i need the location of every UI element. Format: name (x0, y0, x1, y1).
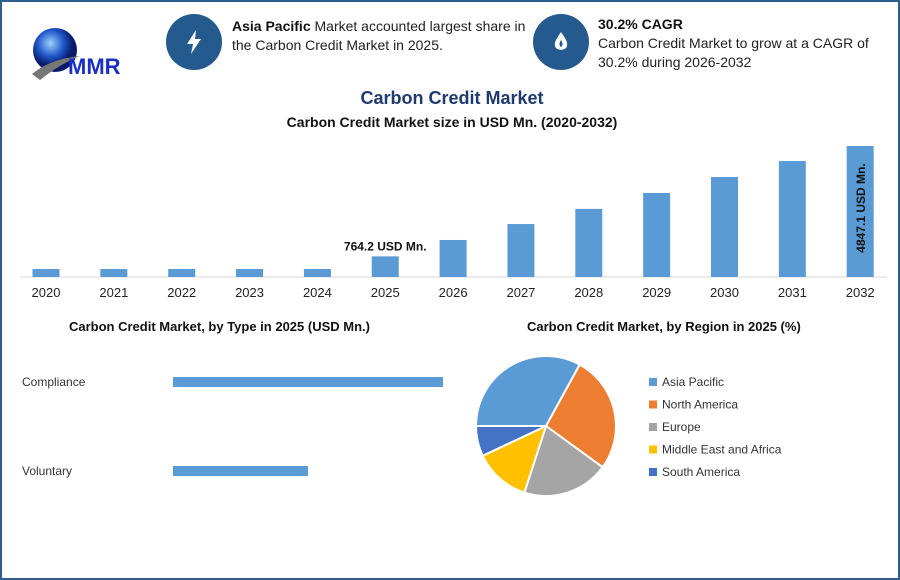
x-tick-label: 2028 (574, 285, 603, 300)
legend-swatch (649, 468, 657, 476)
legend-label: Asia Pacific (662, 375, 724, 389)
legend-label: North America (662, 398, 738, 412)
x-tick-label: 2027 (506, 285, 535, 300)
pie-slice-asia-pacific (474, 355, 582, 427)
x-tick-label: 2020 (32, 285, 61, 300)
bar-2026 (439, 239, 467, 277)
x-tick-label: 2025 (371, 285, 400, 300)
category-label: Voluntary (22, 464, 72, 478)
bar-2024 (303, 269, 331, 277)
data-label: 764.2 USD Mn. (344, 239, 427, 253)
region-pie-chart: Asia Pacific North America Europe Middle Ea… (474, 355, 782, 497)
type-bar-chart: Compliance Voluntary (22, 375, 443, 478)
bar-2029 (643, 192, 671, 277)
highlight-cagr: 30.2% CAGR Carbon Credit Market to grow a… (598, 16, 869, 70)
bar-2032 (846, 146, 874, 277)
bar-2031 (778, 161, 806, 277)
chart-title: Carbon Credit Market (360, 88, 544, 108)
bar-2022 (168, 269, 196, 277)
x-tick-label: 2029 (642, 285, 671, 300)
bar-2023 (236, 269, 264, 277)
x-tick-label: 2023 (235, 285, 264, 300)
legend-swatch (649, 400, 657, 409)
highlight-region: Asia Pacific Market accounted largest sh… (232, 18, 526, 53)
pie-slice-europe (523, 424, 605, 497)
x-tick-label: 2022 (167, 285, 196, 300)
bar-2021 (100, 269, 128, 277)
bar-voluntary (173, 466, 308, 476)
bar-2025 (371, 256, 399, 277)
x-tick-label: 2024 (303, 285, 332, 300)
bar-2027 (507, 224, 535, 277)
mmr-logo: MMR (30, 24, 140, 84)
bar-2028 (575, 208, 603, 277)
svg-text:MMR: MMR (68, 54, 121, 79)
x-tick-label: 2030 (710, 285, 739, 300)
pie-slice-north-america (544, 363, 617, 469)
legend-label: South America (662, 465, 740, 479)
legend-swatch (649, 445, 657, 454)
region-chart-title: Carbon Credit Market, by Region in 2025 … (527, 319, 801, 334)
x-tick-label: 2026 (439, 285, 468, 300)
chart-subtitle: Carbon Credit Market size in USD Mn. (20… (286, 114, 618, 130)
flame-drop-icon (533, 14, 589, 70)
pie-slice-middle-east-and-africa (481, 424, 548, 494)
x-tick-label: 2031 (778, 285, 807, 300)
pie-slice-south-america (474, 425, 547, 458)
x-tick-label: 2021 (99, 285, 128, 300)
bar-compliance (173, 377, 443, 387)
category-label: Compliance (22, 375, 86, 389)
legend-swatch (649, 378, 657, 386)
bar-2030 (711, 177, 738, 277)
lightning-icon (166, 14, 222, 70)
data-label: 4847.1 USD Mn. (854, 163, 868, 252)
x-tick-label: 2032 (846, 285, 875, 300)
legend-label: Europe (662, 420, 701, 434)
bar-2020 (32, 269, 60, 277)
legend-swatch (649, 423, 657, 431)
type-chart-title: Carbon Credit Market, by Type in 2025 (U… (69, 319, 370, 334)
market-size-bar-chart: 2020 2021 2022 2023 2024 2025 764.2 USD Mn. 202… (20, 146, 887, 300)
legend-label: Middle East and Africa (662, 443, 782, 457)
